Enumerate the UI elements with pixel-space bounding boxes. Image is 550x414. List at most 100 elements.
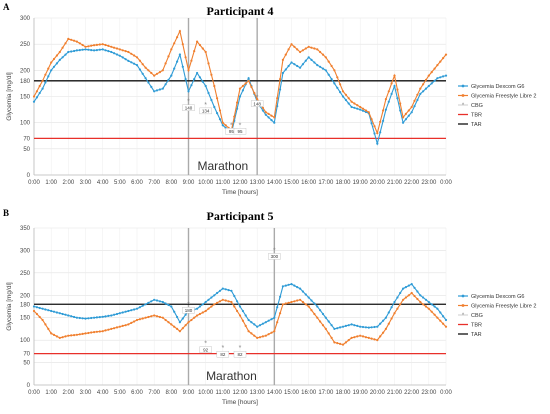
series-point-glycemia-freestyle-libre-2 [436,316,439,319]
series-point-glycemia-dexcom-g6 [32,305,36,308]
series-point-glycemia-dexcom-g6 [150,300,153,303]
series-point-glycemia-freestyle-libre-2 [121,324,124,327]
cbg-point: * [256,95,259,102]
series-point-glycemia-freestyle-libre-2 [238,314,242,317]
series-point-glycemia-dexcom-g6 [319,309,322,312]
series-point-glycemia-dexcom-g6 [173,67,176,70]
x-tick-label: 13:00 [250,390,266,396]
x-tick-label: 18:00 [335,180,351,186]
series-point-glycemia-freestyle-libre-2 [190,59,193,62]
series-point-glycemia-freestyle-libre-2 [319,320,322,323]
series-point-glycemia-freestyle-libre-2 [241,84,244,88]
series-point-glycemia-dexcom-g6 [73,49,76,53]
series-point-glycemia-freestyle-libre-2 [41,318,44,322]
series-point-glycemia-freestyle-libre-2 [279,78,282,81]
series-point-glycemia-dexcom-g6 [158,88,161,91]
series-point-glycemia-freestyle-libre-2 [47,327,50,330]
series-point-glycemia-dexcom-g6 [310,58,313,62]
series-point-glycemia-freestyle-libre-2 [276,321,279,324]
series-point-glycemia-freestyle-libre-2 [153,314,156,317]
series-point-glycemia-dexcom-g6 [304,59,307,62]
series-point-glycemia-dexcom-g6 [144,303,147,306]
series-point-glycemia-dexcom-g6 [361,325,365,329]
series-point-glycemia-dexcom-g6 [373,325,376,329]
series-point-glycemia-dexcom-g6 [416,290,419,293]
cbg-point: * [204,102,207,109]
cbg-value-label: 140 [185,106,193,111]
series-point-glycemia-dexcom-g6 [293,63,296,66]
series-point-glycemia-dexcom-g6 [341,95,345,98]
cbg-point: * [187,301,190,308]
series-point-glycemia-dexcom-g6 [279,295,282,298]
series-point-glycemia-dexcom-g6 [113,52,116,55]
series-point-glycemia-dexcom-g6 [55,62,59,65]
series-point-glycemia-freestyle-libre-2 [419,300,422,304]
series-point-glycemia-freestyle-libre-2 [158,71,161,74]
series-point-glycemia-dexcom-g6 [384,316,387,319]
series-point-glycemia-freestyle-libre-2 [61,46,64,49]
series-point-glycemia-freestyle-libre-2 [104,329,107,332]
series-point-glycemia-freestyle-libre-2 [356,335,359,338]
series-point-glycemia-freestyle-libre-2 [210,73,213,76]
x-tick-label: 8:00 [165,180,177,186]
y-axis-label: Glycemia [mg/dl] [6,72,13,121]
series-point-glycemia-freestyle-libre-2 [147,69,150,72]
series-point-glycemia-dexcom-g6 [61,56,64,59]
x-tick-label: 0:00 [440,390,452,396]
series-point-glycemia-freestyle-libre-2 [187,69,190,72]
x-tick-label: 2:00 [62,390,74,396]
series-point-glycemia-dexcom-g6 [70,315,73,318]
series-point-glycemia-dexcom-g6 [284,68,287,71]
series-point-glycemia-freestyle-libre-2 [52,57,56,61]
series-point-glycemia-dexcom-g6 [81,317,84,320]
series-point-glycemia-dexcom-g6 [258,324,262,327]
y-tick-label: 250 [20,42,31,48]
series-point-glycemia-dexcom-g6 [61,312,64,316]
x-tick-label: 23:00 [421,390,437,396]
series-point-glycemia-freestyle-libre-2 [50,332,53,335]
series-point-glycemia-freestyle-libre-2 [84,45,87,48]
series-point-glycemia-dexcom-g6 [413,105,416,108]
series-point-glycemia-dexcom-g6 [442,75,445,78]
series-point-glycemia-dexcom-g6 [261,109,264,112]
series-point-glycemia-dexcom-g6 [201,80,204,83]
x-tick-label: 9:00 [183,390,195,396]
series-point-glycemia-freestyle-libre-2 [118,325,121,328]
series-point-glycemia-freestyle-libre-2 [201,311,204,314]
series-point-glycemia-freestyle-libre-2 [70,334,73,337]
series-point-glycemia-dexcom-g6 [293,284,296,287]
series-point-glycemia-freestyle-libre-2 [164,318,167,322]
series-point-glycemia-freestyle-libre-2 [64,42,67,45]
series-point-glycemia-dexcom-g6 [313,302,316,305]
series-point-glycemia-freestyle-libre-2 [238,87,242,90]
series-point-glycemia-freestyle-libre-2 [178,30,181,33]
series-point-glycemia-freestyle-libre-2 [333,341,336,344]
cbg-value-label: 148 [253,101,261,106]
cbg-point: * [204,341,207,348]
series-point-glycemia-freestyle-libre-2 [370,337,373,340]
series-point-glycemia-freestyle-libre-2 [373,125,376,128]
series-point-glycemia-dexcom-g6 [44,308,47,311]
series-point-glycemia-dexcom-g6 [350,323,353,326]
series-point-glycemia-dexcom-g6 [402,121,405,124]
series-point-glycemia-dexcom-g6 [121,311,124,314]
series-point-glycemia-dexcom-g6 [95,316,98,319]
series-point-glycemia-dexcom-g6 [356,107,359,110]
series-point-glycemia-dexcom-g6 [316,64,319,67]
legend-label: TAR [471,122,482,128]
x-tick-label: 13:00 [250,180,266,186]
series-point-glycemia-dexcom-g6 [256,325,259,328]
y-tick-label: 180 [20,79,31,85]
series-point-glycemia-freestyle-libre-2 [218,109,222,112]
series-point-glycemia-freestyle-libre-2 [236,101,239,104]
series-point-glycemia-dexcom-g6 [70,50,73,53]
series-point-glycemia-dexcom-g6 [247,318,250,322]
legend-label: TBR [471,113,482,119]
series-point-glycemia-freestyle-libre-2 [176,36,179,39]
series-point-glycemia-freestyle-libre-2 [173,42,176,45]
series-point-glycemia-dexcom-g6 [404,286,407,289]
legend-marker-glycemia-dexcom-g6 [461,84,465,88]
series-point-glycemia-dexcom-g6 [341,325,345,328]
series-point-glycemia-freestyle-libre-2 [402,116,405,119]
x-tick-label: 17:00 [318,390,334,396]
